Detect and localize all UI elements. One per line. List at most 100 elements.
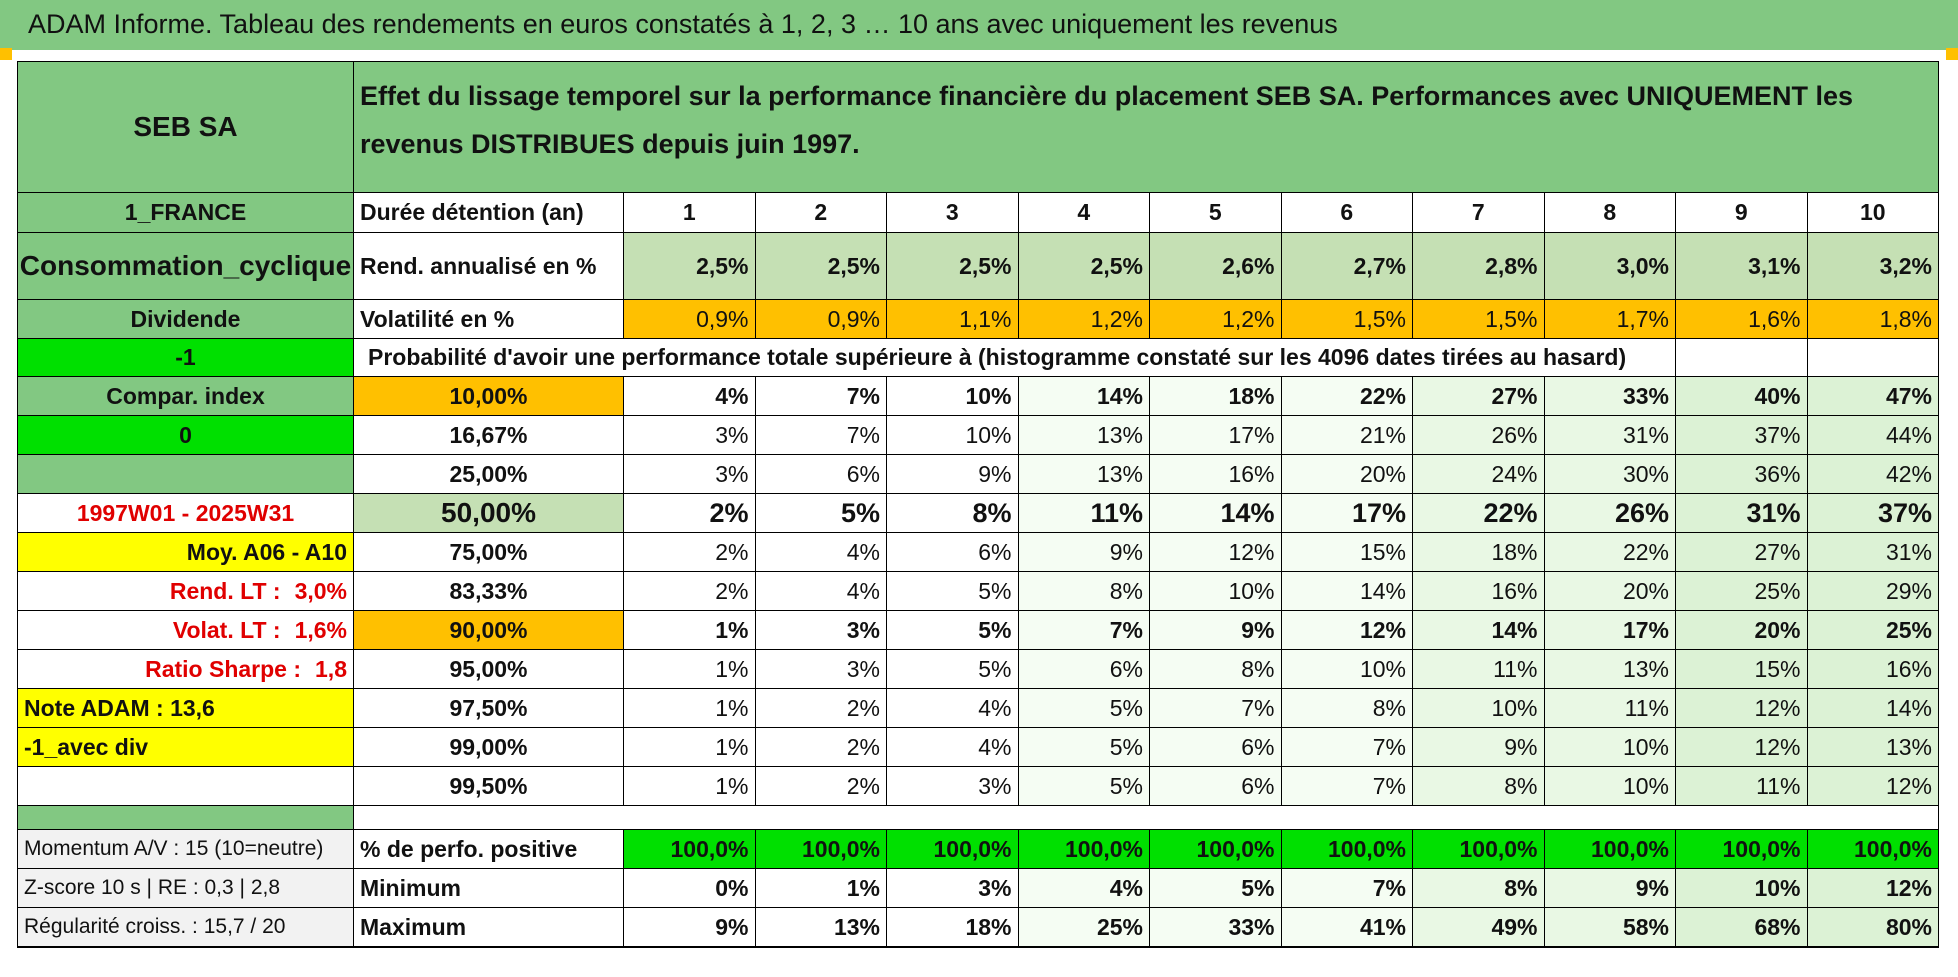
selector-minus1[interactable]: -1 [18,339,354,377]
prob-value: 6% [1018,650,1150,689]
volat-lt-value: 1,6% [294,616,347,643]
prob-value: 13% [1018,455,1150,494]
vol-value: 1,6% [1676,300,1808,339]
min-value: 9% [1544,869,1676,908]
avec-div-label: -1_avec div [18,728,354,767]
prob-value: 15% [1676,650,1808,689]
prob-value: 7% [1150,689,1282,728]
prob-value: 2% [624,494,756,533]
prob-value: 37% [1807,494,1939,533]
prob-value: 16% [1150,455,1282,494]
prob-value: 3% [624,455,756,494]
prob-value: 3% [624,416,756,455]
threshold-pct: 10,00% [354,377,624,416]
prob-value: 8% [1018,572,1150,611]
prob-value: 7% [1281,728,1413,767]
prob-value: 9% [887,455,1019,494]
prob-value: 2% [755,728,887,767]
prob-value: 44% [1807,416,1939,455]
prob-value: 12% [1676,728,1808,767]
prob-value: 12% [1150,533,1282,572]
prob-value: 13% [1018,416,1150,455]
prob-value: 20% [1676,611,1808,650]
prob-value: 11% [1544,689,1676,728]
prob-value: 11% [1676,767,1808,806]
prob-value: 20% [1281,455,1413,494]
corner-marker-left [0,48,12,60]
min-value: 12% [1807,869,1939,908]
prob-value: 2% [624,572,756,611]
prob-value: 8% [1150,650,1282,689]
prob-value: 10% [1281,650,1413,689]
prob-empty-cell [1807,339,1939,377]
rend-lt-label: Rend. LT : [169,577,281,604]
prob-value: 40% [1676,377,1808,416]
min-value: 5% [1150,869,1282,908]
max-label: Maximum [354,908,624,947]
prob-value: 18% [1413,533,1545,572]
threshold-pct: 50,00% [354,494,624,533]
prob-value: 8% [1281,689,1413,728]
vol-value: 1,7% [1544,300,1676,339]
volat-lt: Volat. LT : 1,6% [18,611,354,650]
year-header: 10 [1807,193,1939,233]
duree-label: Durée détention (an) [354,193,624,233]
threshold-pct: 95,00% [354,650,624,689]
vol-value: 1,2% [1150,300,1282,339]
prob-value: 9% [1018,533,1150,572]
page-title: ADAM Informe. Tableau des rendements en … [28,9,1338,39]
prob-value: 4% [887,728,1019,767]
rend-value: 2,5% [624,233,756,300]
max-value: 9% [624,908,756,947]
vol-value: 1,8% [1807,300,1939,339]
prob-value: 8% [1413,767,1545,806]
prob-value: 25% [1676,572,1808,611]
prob-value: 4% [624,377,756,416]
gap-green-cell [18,806,354,830]
prob-value: 2% [755,689,887,728]
prob-value: 27% [1413,377,1545,416]
pos-value: 100,0% [1807,830,1939,869]
prob-value: 3% [887,767,1019,806]
threshold-pct: 25,00% [354,455,624,494]
vol-label: Volatilité en % [354,300,624,339]
prob-value: 13% [1544,650,1676,689]
prob-value: 4% [887,689,1019,728]
compar-index-label: Compar. index [18,377,354,416]
vol-value: 1,1% [887,300,1019,339]
gap-row [354,806,1939,830]
sharpe-ratio: Ratio Sharpe : 1,8 [18,650,354,689]
max-value: 68% [1676,908,1808,947]
performance-table: SEB SA 1_FRANCE Consommation_cyclique Divid… [17,61,1940,967]
prob-value: 10% [887,416,1019,455]
prob-value: 5% [1018,728,1150,767]
prob-value: 5% [1018,689,1150,728]
prob-value: 14% [1807,689,1939,728]
sharpe-ratio-label: Ratio Sharpe : [145,655,302,682]
prob-value: 1% [624,728,756,767]
rend-value: 2,5% [1018,233,1150,300]
prob-value: 2% [624,533,756,572]
period-label: 1997W01 - 2025W31 [18,494,354,533]
max-value: 58% [1544,908,1676,947]
volat-lt-label: Volat. LT : [172,616,281,643]
year-header: 2 [755,193,887,233]
rend-lt-value: 3,0% [294,577,347,604]
prob-value: 33% [1544,377,1676,416]
pos-value: 100,0% [624,830,756,869]
prob-value: 7% [1018,611,1150,650]
rend-value: 2,8% [1413,233,1545,300]
prob-value: 18% [1150,377,1282,416]
prob-value: 6% [1150,728,1282,767]
pos-label: % de perfo. positive [354,830,624,869]
prob-value: 16% [1413,572,1545,611]
year-header: 9 [1676,193,1808,233]
prob-value: 1% [624,689,756,728]
selector-zero[interactable]: 0 [18,416,354,455]
regularite-label: Régularité croiss. : 15,7 / 20 [18,908,354,947]
min-value: 1% [755,869,887,908]
prob-value: 11% [1413,650,1545,689]
empty-left-cell [18,767,354,806]
min-label: Minimum [354,869,624,908]
prob-value: 1% [624,650,756,689]
